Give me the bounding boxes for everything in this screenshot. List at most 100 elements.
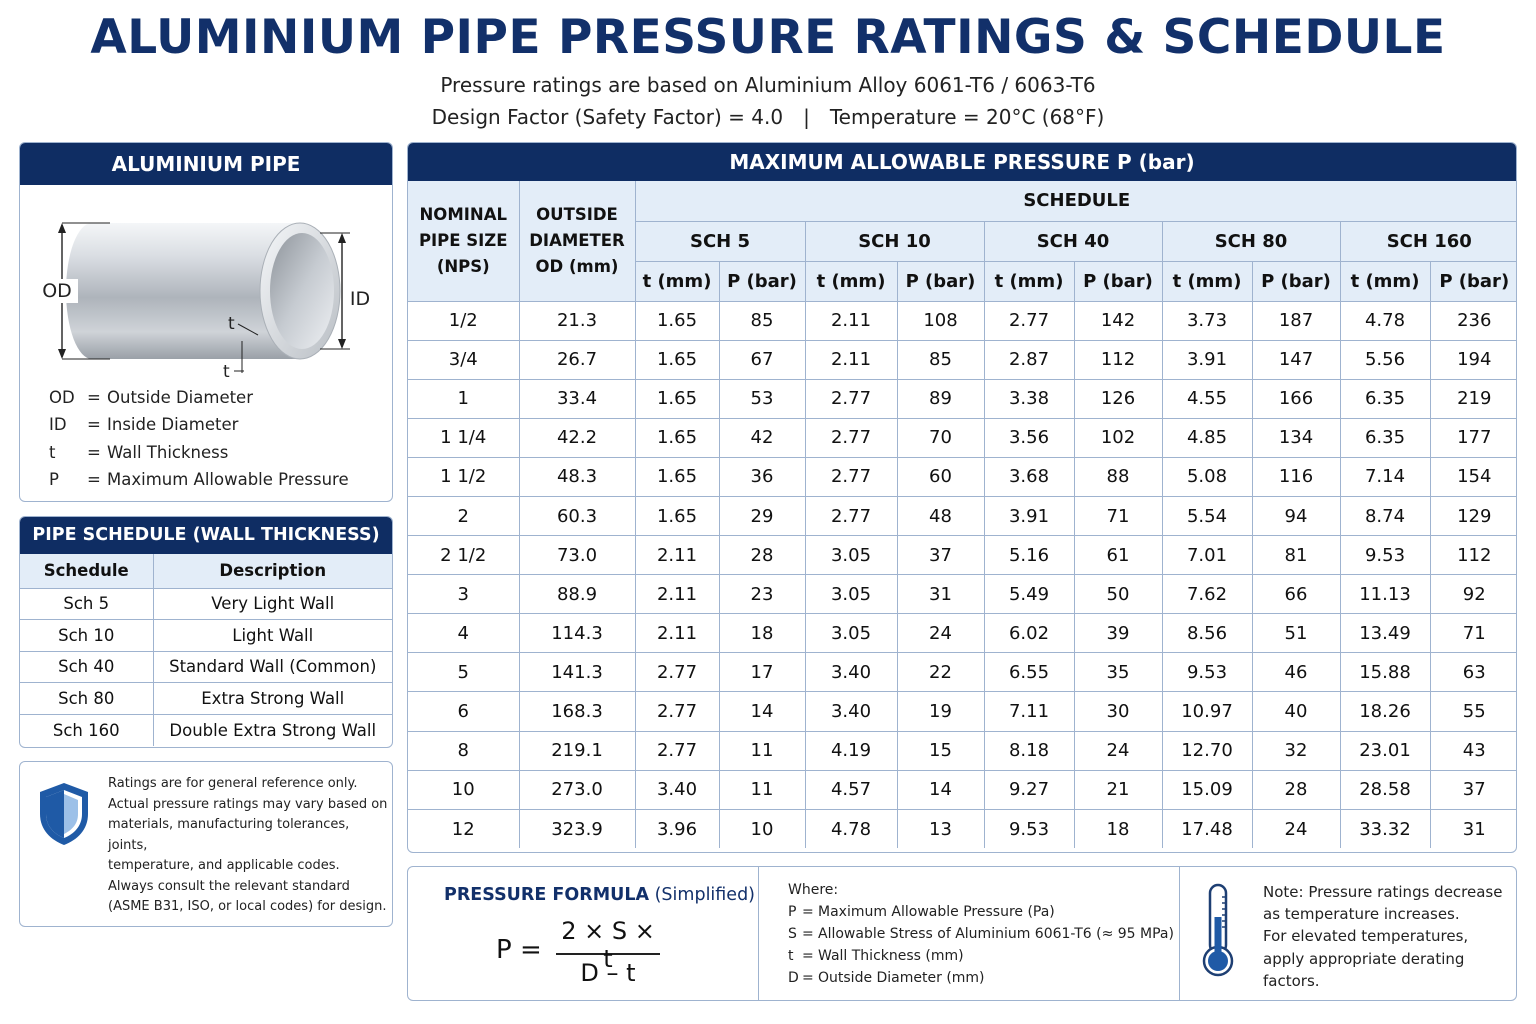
formula-where: Where: P = Maximum Allowable Pressure (Pa)… xyxy=(788,879,1174,989)
pressure-cell: 85 xyxy=(718,300,806,341)
nps-cell: 1 1/4 xyxy=(408,417,520,458)
note-line: Actual pressure ratings may vary based o… xyxy=(108,796,388,812)
schedule-row: Sch 40 Standard Wall (Common) xyxy=(20,650,392,683)
schedule-name-header: SCH 80 xyxy=(1161,220,1341,262)
nps-cell: 6 xyxy=(408,691,520,732)
thickness-cell: 7.01 xyxy=(1161,535,1253,576)
od-cell: 168.3 xyxy=(518,691,636,732)
t-label-top: t xyxy=(228,314,235,334)
where-symbol: S xyxy=(788,926,797,942)
legend-desc: Inside Diameter xyxy=(107,415,239,435)
pressure-cell: 102 xyxy=(1073,417,1163,458)
schedule-name-header: SCH 10 xyxy=(804,220,985,262)
thickness-cell: 3.05 xyxy=(804,535,898,576)
pressure-cell: 116 xyxy=(1251,456,1341,497)
pressure-cell: 11 xyxy=(718,769,806,810)
schedule-row: Sch 80 Extra Strong Wall xyxy=(20,682,392,715)
od-cell: 219.1 xyxy=(518,730,636,771)
od-cell: 273.0 xyxy=(518,769,636,810)
pressure-cell: 48 xyxy=(896,495,985,537)
t-label-bottom: t xyxy=(223,362,230,382)
pipe-diagram: OD ID t t xyxy=(40,222,370,382)
od-cell: 33.4 xyxy=(518,378,636,419)
schedule-row: Sch 10 Light Wall xyxy=(20,619,392,652)
thickness-header: t (mm) xyxy=(1161,260,1253,302)
thickness-cell: 15.88 xyxy=(1339,652,1431,693)
where-symbol: P xyxy=(788,904,797,920)
pressure-cell: 37 xyxy=(896,535,985,576)
nps-header-line: PIPE SIZE xyxy=(418,230,508,250)
thickness-cell: 1.65 xyxy=(634,339,720,380)
pressure-cell: 177 xyxy=(1429,417,1516,458)
pressure-cell: 71 xyxy=(1429,613,1516,654)
nps-cell: 5 xyxy=(408,652,520,693)
nps-cell: 3/4 xyxy=(408,339,520,380)
temperature-note-line: For elevated temperatures, xyxy=(1263,927,1469,946)
nps-cell: 2 xyxy=(408,495,520,537)
thickness-cell: 3.40 xyxy=(804,652,898,693)
pressure-header: P (bar) xyxy=(1251,260,1341,302)
schedule-row: Sch 160 Double Extra Strong Wall xyxy=(20,713,392,746)
thickness-cell: 3.91 xyxy=(1161,339,1253,380)
thickness-cell: 9.53 xyxy=(983,808,1075,849)
legend-desc: Maximum Allowable Pressure xyxy=(107,470,349,490)
pressure-formula-panel: PRESSURE FORMULA (Simplified) P = 2 × S … xyxy=(407,866,1517,1001)
pressure-cell: 28 xyxy=(1251,769,1341,810)
where-desc: Maximum Allowable Pressure (Pa) xyxy=(818,904,1055,920)
schedule-cell: Sch 5 xyxy=(63,594,110,614)
table-row: 3 88.9 2.11 23 3.05 31 5.49 50 7.62 66 11.13 92 xyxy=(408,574,1516,615)
thickness-cell: 2.77 xyxy=(634,691,720,732)
thickness-header: t (mm) xyxy=(804,260,898,302)
nps-cell: 10 xyxy=(408,769,520,810)
pressure-cell: 126 xyxy=(1073,378,1163,419)
temperature-note-line: apply appropriate derating xyxy=(1263,949,1465,968)
od-cell: 60.3 xyxy=(518,495,636,537)
thickness-cell: 23.01 xyxy=(1339,730,1431,771)
pressure-cell: 14 xyxy=(896,769,985,810)
pressure-cell: 21 xyxy=(1073,769,1163,810)
pressure-cell: 142 xyxy=(1073,300,1163,341)
thickness-cell: 3.96 xyxy=(634,808,720,849)
table-row: 1/2 21.3 1.65 85 2.11 108 2.77 142 3.73 187 4.78 23… xyxy=(408,300,1516,341)
pressure-cell: 28 xyxy=(718,535,806,576)
od-cell: 48.3 xyxy=(518,456,636,497)
pressure-cell: 22 xyxy=(896,652,985,693)
pressure-cell: 23 xyxy=(718,574,806,615)
od-header-line: OUTSIDE xyxy=(536,204,618,224)
legend-eq: = xyxy=(87,415,101,435)
table-row: 1 1/2 48.3 1.65 36 2.77 60 3.68 88 5.08 116 7.14 15… xyxy=(408,456,1516,497)
thickness-cell: 12.70 xyxy=(1161,730,1253,771)
formula-denominator: D – t xyxy=(580,959,636,987)
where-eq: = xyxy=(802,904,814,920)
pressure-cell: 55 xyxy=(1429,691,1516,732)
where-title: Where: xyxy=(788,882,839,898)
formula-fraction: 2 × S × t D – t xyxy=(556,917,660,987)
pipe-body xyxy=(66,223,300,359)
pressure-cell: 42 xyxy=(718,417,806,458)
nps-cell: 1 1/2 xyxy=(408,456,520,497)
pressure-cell: 60 xyxy=(896,456,985,497)
thickness-cell: 15.09 xyxy=(1161,769,1253,810)
where-row: P = Maximum Allowable Pressure (Pa) xyxy=(788,901,1174,923)
thermometer-icon xyxy=(1202,883,1234,977)
schedule-cell: Sch 40 xyxy=(20,650,153,683)
note-line: materials, manufacturing tolerances, joi… xyxy=(108,817,350,853)
thickness-cell: 5.16 xyxy=(983,535,1075,576)
nps-cell: 3 xyxy=(408,574,520,615)
thickness-cell: 1.65 xyxy=(634,417,720,458)
legend-desc: Outside Diameter xyxy=(107,388,253,407)
where-desc: Allowable Stress of Aluminium 6061-T6 (≈… xyxy=(818,926,1174,942)
legend-row: P = Maximum Allowable Pressure xyxy=(49,470,349,497)
pressure-cell: 50 xyxy=(1073,574,1163,615)
pressure-cell: 13 xyxy=(896,808,985,849)
pressure-cell: 24 xyxy=(896,613,985,654)
table-row: 8 219.1 2.77 11 4.19 15 8.18 24 12.70 32 23.01 43 xyxy=(408,730,1516,771)
formula-title-rest: (Simplified) xyxy=(649,885,756,905)
thickness-cell: 9.27 xyxy=(983,769,1075,810)
od-cell: 73.0 xyxy=(518,535,636,576)
thickness-header: t (mm) xyxy=(983,260,1075,302)
pressure-cell: 46 xyxy=(1251,652,1341,693)
pressure-table-title: MAXIMUM ALLOWABLE PRESSURE P (bar) xyxy=(408,143,1516,181)
pressure-cell: 194 xyxy=(1429,339,1516,380)
thickness-cell: 4.78 xyxy=(804,808,898,849)
